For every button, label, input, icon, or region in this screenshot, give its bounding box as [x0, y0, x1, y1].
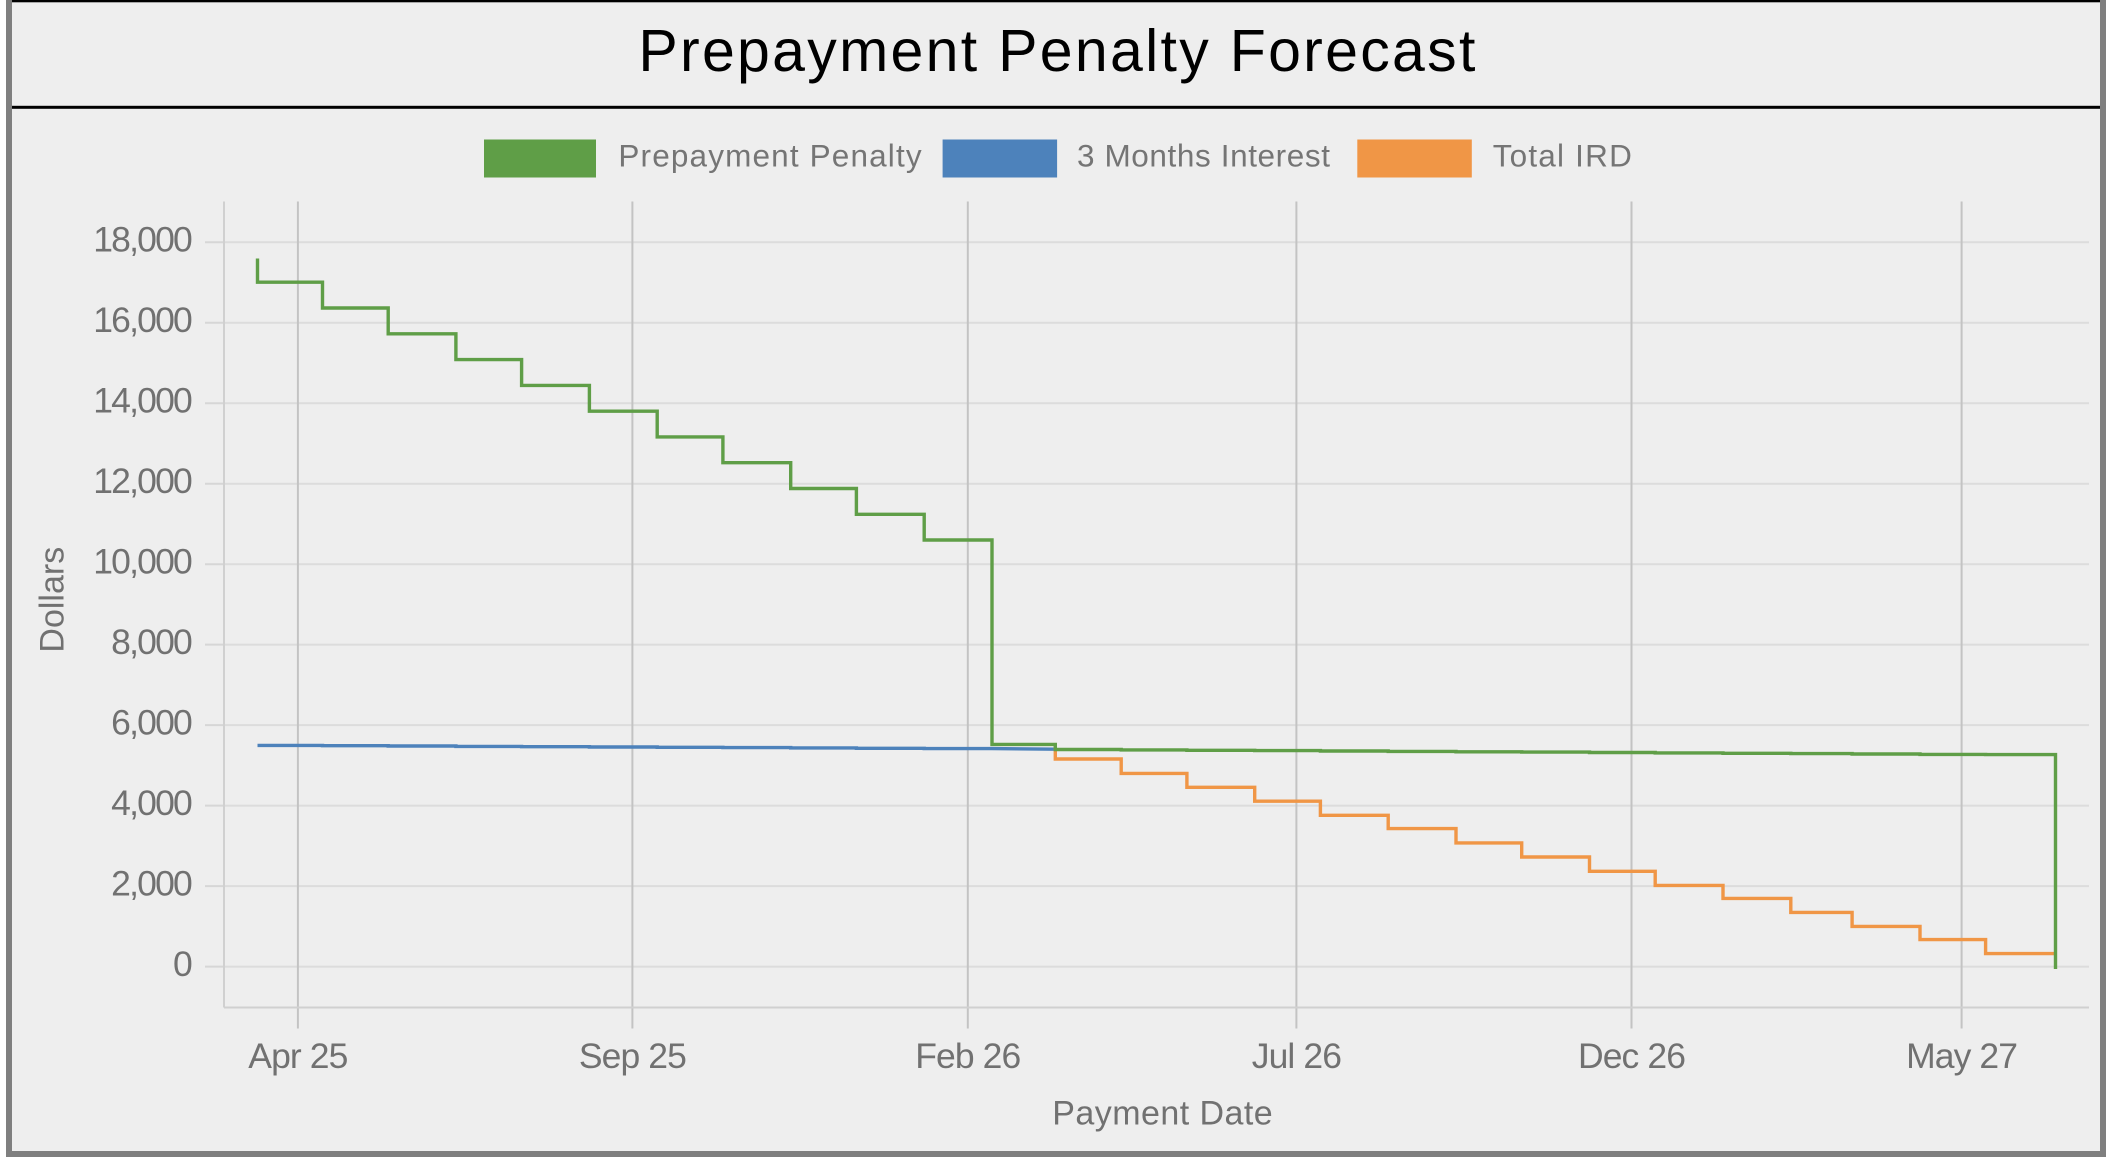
svg-text:Dec 26: Dec 26 [1578, 1036, 1685, 1076]
svg-text:Prepayment Penalty: Prepayment Penalty [618, 138, 922, 174]
svg-text:May 27: May 27 [1906, 1036, 2017, 1076]
svg-text:Dollars: Dollars [33, 547, 71, 653]
svg-text:18,000: 18,000 [93, 219, 192, 259]
svg-text:Prepayment Penalty Forecast: Prepayment Penalty Forecast [638, 18, 1477, 84]
svg-text:8,000: 8,000 [111, 622, 192, 662]
svg-text:16,000: 16,000 [93, 300, 192, 340]
svg-text:2,000: 2,000 [111, 863, 192, 903]
svg-text:4,000: 4,000 [111, 783, 192, 823]
svg-text:Total IRD: Total IRD [1493, 138, 1633, 174]
svg-text:14,000: 14,000 [93, 380, 192, 420]
svg-text:12,000: 12,000 [93, 461, 192, 501]
svg-text:Sep 25: Sep 25 [579, 1036, 686, 1076]
svg-text:Feb 26: Feb 26 [915, 1036, 1020, 1076]
svg-text:Jul 26: Jul 26 [1252, 1036, 1341, 1076]
svg-text:Apr 25: Apr 25 [248, 1036, 347, 1076]
svg-text:10,000: 10,000 [93, 541, 192, 581]
svg-text:Payment Date: Payment Date [1052, 1094, 1273, 1132]
svg-text:0: 0 [173, 944, 192, 984]
svg-text:6,000: 6,000 [111, 702, 192, 742]
svg-text:3 Months Interest: 3 Months Interest [1077, 138, 1331, 174]
